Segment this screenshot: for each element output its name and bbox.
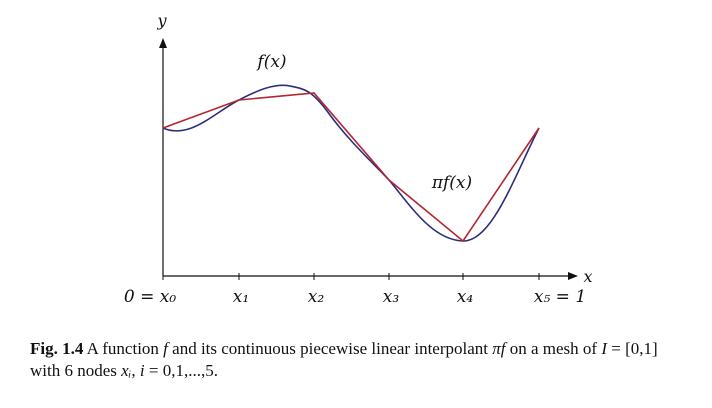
caption-pif: πf: [492, 339, 506, 358]
function-curve: [162, 84, 540, 242]
y-axis-arrow: [159, 38, 167, 48]
node-label-x0: 0 = x₀: [124, 287, 176, 307]
y-axis-label: y: [156, 11, 167, 30]
figure-diagram: y x 0 = x₀ x₁ x₂ x₃ x₄ x₅ = 1 f(x) πf(x): [124, 11, 593, 307]
figure-number: Fig. 1.4: [30, 339, 84, 358]
node-label-x1: x₁: [233, 287, 249, 307]
caption-comma: ,: [131, 361, 140, 380]
x-axis-label: x: [583, 267, 592, 286]
caption-line2-text-1: with 6 nodes: [30, 361, 122, 380]
node-label-x4: x₄: [457, 287, 474, 307]
caption-line-2: with 6 nodes xᵢ, i = 0,1,...,5.: [30, 360, 710, 382]
figure-caption: Fig. 1.4 A function f and its continuous…: [30, 338, 710, 382]
node-label-x5: x₅ = 1: [534, 287, 586, 307]
caption-text-3: on a mesh of: [505, 339, 602, 358]
x-axis-arrow: [568, 272, 578, 280]
caption-text-1: A function: [83, 339, 164, 358]
caption-I: I: [601, 339, 607, 358]
caption-text-2: and its continuous piecewise linear inte…: [167, 339, 493, 358]
caption-i: i: [139, 361, 145, 380]
caption-line2-text-2: = 0,1,...,5.: [144, 361, 218, 380]
caption-text-4: = [0,1]: [607, 339, 658, 358]
interpolant-label: πf(x): [431, 173, 472, 193]
caption-f: f: [163, 339, 168, 358]
node-label-x2: x₂: [308, 287, 325, 307]
interpolant-polyline: [162, 92, 540, 243]
node-label-x3: x₃: [383, 287, 400, 307]
function-label: f(x): [255, 52, 286, 72]
caption-line-1: Fig. 1.4 A function f and its continuous…: [30, 338, 710, 360]
caption-xi: xᵢ: [121, 361, 132, 380]
